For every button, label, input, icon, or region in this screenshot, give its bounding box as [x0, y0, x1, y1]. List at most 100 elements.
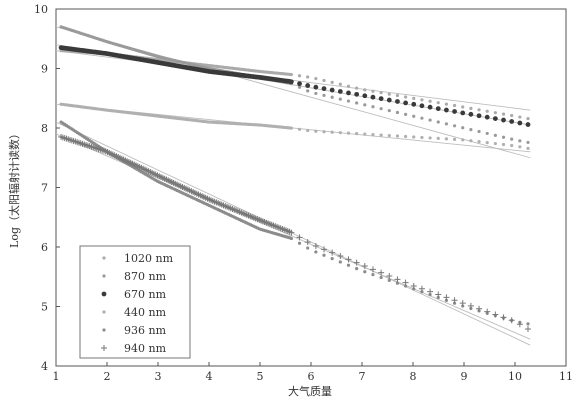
data-point [379, 107, 383, 111]
data-point [330, 130, 334, 134]
data-point [369, 266, 376, 273]
legend-marker [102, 274, 106, 278]
data-point [322, 253, 326, 257]
data-point [492, 311, 499, 318]
data-point [508, 317, 515, 324]
data-point [288, 229, 295, 236]
data-point [355, 101, 359, 105]
data-point [363, 132, 367, 136]
data-point [297, 81, 302, 87]
data-point [395, 99, 400, 104]
data-point [526, 322, 530, 326]
data-point [371, 132, 375, 137]
data-point [435, 106, 441, 112]
data-point [444, 102, 449, 106]
y-tick-label: 10 [34, 3, 48, 16]
data-point [435, 291, 442, 298]
data-point [493, 111, 497, 115]
data-point [370, 94, 376, 100]
data-point [297, 74, 302, 78]
data-point [461, 126, 465, 130]
x-tick-label: 5 [257, 370, 264, 383]
data-point [518, 139, 522, 143]
data-point [436, 136, 440, 140]
data-point [444, 122, 449, 126]
data-point [501, 112, 506, 116]
data-point [412, 135, 416, 139]
data-point [338, 260, 342, 264]
x-tick-label: 4 [206, 370, 213, 383]
y-axis-label: Log（太阳辐射计读数） [7, 128, 21, 248]
data-point [461, 105, 465, 109]
data-point [346, 84, 351, 88]
data-point [363, 270, 367, 274]
data-point [329, 249, 336, 256]
data-point [387, 133, 391, 138]
data-point [420, 135, 424, 140]
data-point [452, 109, 457, 114]
data-point [404, 112, 408, 116]
data-point [354, 91, 360, 97]
data-point [371, 89, 375, 93]
data-point [510, 137, 514, 141]
data-point [501, 142, 506, 147]
x-axis-label: 大气质量 [288, 384, 332, 398]
legend-marker [102, 256, 106, 260]
data-point [378, 269, 385, 276]
data-point [386, 272, 393, 279]
data-point [410, 282, 417, 289]
data-point [378, 96, 384, 102]
data-point [428, 99, 432, 103]
data-point [501, 135, 506, 139]
data-point [361, 262, 368, 269]
data-point [338, 97, 342, 101]
y-tick-label: 6 [41, 241, 48, 254]
data-point [379, 133, 383, 137]
data-point [469, 139, 473, 143]
data-point [412, 114, 416, 118]
y-tick-label: 8 [41, 122, 48, 135]
data-point [518, 115, 522, 119]
data-point [510, 113, 514, 118]
data-point [289, 236, 293, 241]
data-point [476, 305, 483, 312]
data-point [371, 105, 375, 109]
data-point [363, 88, 367, 92]
data-point [477, 129, 481, 134]
data-point [338, 82, 342, 86]
x-tick-label: 2 [104, 370, 111, 383]
x-axis-ticks: 1 2 3 4 5 6 7 8 9 10 11 [53, 362, 573, 383]
legend-label: 936 nm [124, 324, 167, 337]
data-point [526, 140, 530, 145]
y-axis-ticks: 4 5 6 7 8 9 10 [34, 3, 60, 373]
data-point [404, 134, 408, 139]
data-point [306, 89, 310, 93]
legend-label: 870 nm [124, 270, 167, 283]
data-point [297, 241, 302, 245]
y-tick-label: 5 [41, 301, 48, 314]
data-point [509, 119, 515, 124]
data-point [436, 101, 440, 105]
data-point [296, 234, 303, 241]
data-point [314, 91, 318, 96]
data-point [526, 117, 530, 121]
legend-label: 670 nm [124, 288, 167, 301]
data-point [394, 276, 401, 283]
legend: 1020 nm 870 nm 670 nm 440 nm 936 nm 940 nm [79, 245, 191, 359]
data-point [322, 78, 326, 83]
data-point [313, 84, 319, 90]
x-tick-label: 11 [559, 370, 573, 383]
data-point [427, 288, 434, 295]
data-point [297, 127, 302, 131]
legend-marker [102, 328, 106, 332]
data-point [404, 284, 408, 288]
x-tick-label: 6 [308, 370, 315, 383]
data-point [355, 132, 359, 136]
data-point [484, 114, 490, 120]
data-point [419, 103, 425, 109]
data-point [485, 131, 489, 136]
y-tick-label: 4 [41, 360, 48, 373]
data-point [330, 257, 334, 261]
data-point [288, 79, 294, 85]
